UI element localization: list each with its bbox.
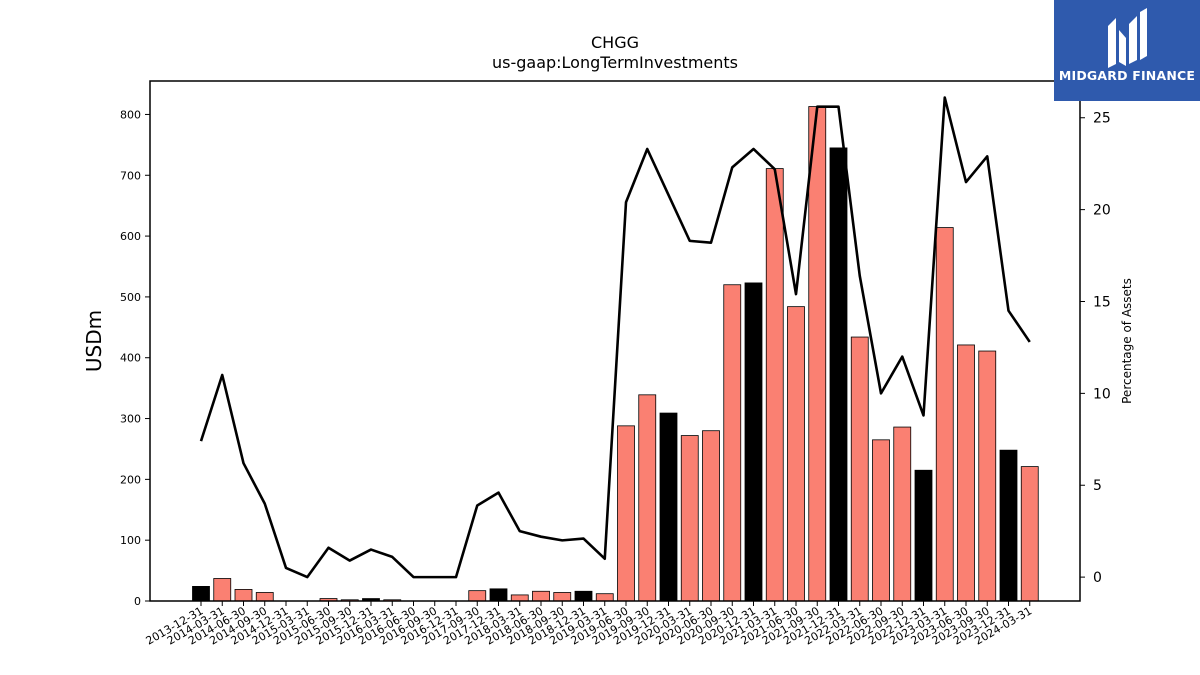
chart-title: CHGG — [591, 33, 639, 52]
right-y-axis: 0 5 10 15 20 25 — [1080, 111, 1111, 586]
bar-2021-06-30 — [787, 306, 805, 602]
y-tick-label: 500 — [120, 291, 141, 304]
logo-text: MIDGARD FINANCE — [1058, 68, 1196, 83]
bar-2014-03-31 — [213, 578, 232, 602]
bar-2020-03-31 — [680, 435, 699, 602]
bar-2018-09-30 — [553, 592, 572, 602]
bar-2020-09-30 — [723, 284, 742, 602]
bar-2019-06-30 — [617, 425, 635, 602]
y2-tick-label: 25 — [1093, 111, 1111, 127]
bar-2019-03-31 — [595, 593, 614, 602]
bar-2023-12-31 — [999, 449, 1018, 602]
bar-2023-03-31 — [935, 227, 954, 602]
y2-tick-label: 10 — [1093, 386, 1111, 402]
line-series — [199, 96, 1031, 579]
y-axis-label: USDm — [82, 310, 106, 372]
y2-tick-label: 5 — [1093, 478, 1102, 494]
bar-series — [192, 106, 1039, 602]
bar-2021-09-30 — [808, 106, 827, 602]
percentage-line — [199, 96, 1031, 579]
right-y-axis-label: Percentage of Assets — [1120, 278, 1134, 404]
bar-2022-06-30 — [872, 439, 890, 602]
logo-mark-icon — [1108, 8, 1147, 68]
bar-2019-12-31 — [659, 412, 678, 602]
bar-2018-03-31 — [510, 594, 529, 602]
bar-2017-12-31 — [489, 588, 508, 602]
x-axis: 2013-12-312014-03-312014-06-302014-09-30… — [144, 601, 1034, 648]
bar-2022-09-30 — [893, 426, 912, 602]
bar-2022-03-31 — [850, 336, 869, 602]
y-tick-label: 700 — [120, 169, 141, 182]
bar-2023-06-30 — [957, 344, 975, 602]
midgard-finance-logo: MIDGARD FINANCE — [1054, 0, 1200, 101]
y-tick-label: 0 — [134, 595, 141, 608]
bar-2024-03-31 — [1020, 466, 1039, 602]
y-tick-label: 400 — [120, 352, 141, 365]
bar-2019-09-30 — [638, 394, 657, 602]
bar-2023-09-30 — [978, 350, 997, 602]
y-tick-label: 200 — [120, 473, 141, 486]
bar-2013-12-31 — [192, 586, 210, 602]
bar-2021-12-31 — [829, 147, 848, 602]
bar-2020-12-31 — [744, 282, 763, 602]
y2-tick-label: 15 — [1093, 294, 1111, 310]
y-tick-label: 100 — [120, 534, 141, 547]
bar-2014-06-30 — [234, 589, 253, 602]
plot-frame — [149, 80, 1081, 602]
left-y-axis: 0 100 200 300 400 500 600 700 800 — [120, 108, 150, 608]
y-tick-label: 300 — [120, 413, 141, 426]
bar-2017-09-30 — [468, 590, 487, 602]
bar-2020-06-30 — [702, 430, 720, 602]
chart-subtitle: us-gaap:LongTermInvestments — [492, 53, 738, 72]
bar-2014-09-30 — [255, 592, 274, 602]
bar-2022-12-31 — [914, 469, 933, 602]
y2-tick-label: 20 — [1093, 203, 1111, 219]
y-tick-label: 800 — [120, 108, 141, 121]
bar-2018-06-30 — [532, 590, 550, 602]
bar-2021-03-31 — [765, 168, 784, 602]
y-tick-label: 600 — [120, 230, 141, 243]
bar-2018-12-31 — [574, 590, 593, 602]
y2-tick-label: 0 — [1093, 570, 1102, 586]
